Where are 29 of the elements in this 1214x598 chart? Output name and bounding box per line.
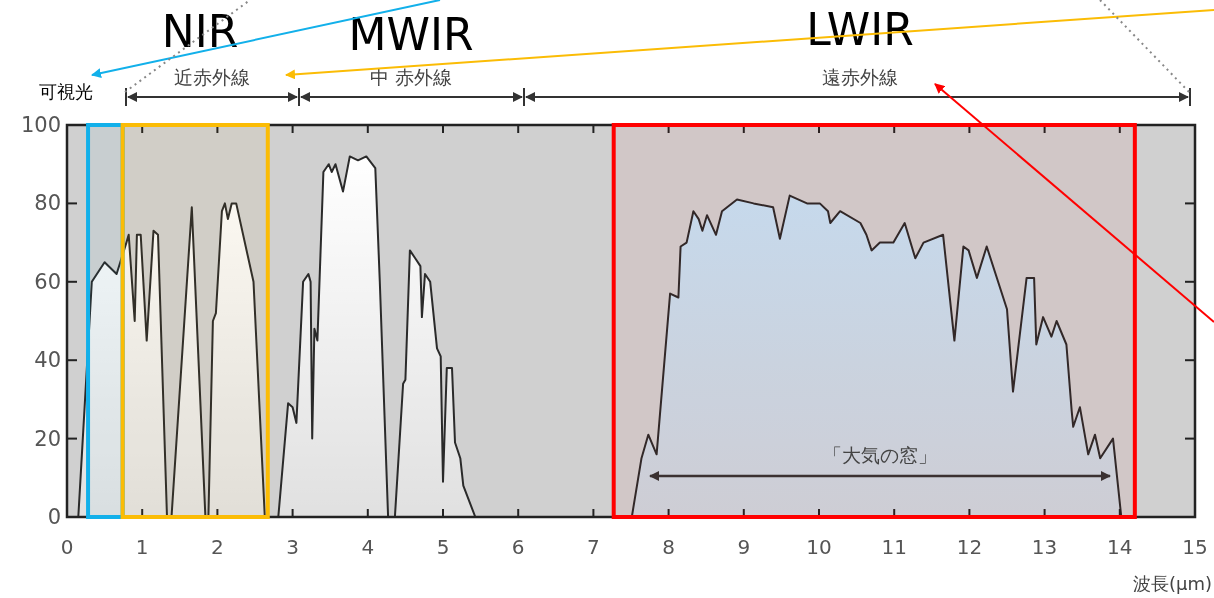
text: NIR — [161, 6, 239, 57]
x-tick-label: 1 — [135, 535, 149, 559]
annotation: 「大気の窓」 — [823, 444, 937, 466]
x-tick-label: 11 — [881, 535, 907, 559]
text: 中 赤外線 — [369, 66, 453, 88]
x-tick-label: 4 — [361, 535, 375, 559]
x-tick-label: 8 — [662, 535, 675, 559]
x-tick-label: 9 — [737, 535, 751, 559]
x-tick-label: 14 — [1107, 535, 1133, 559]
x-tick-label: 12 — [956, 535, 983, 559]
text: 遠赤外線 — [822, 66, 898, 88]
x-tick-label: 6 — [511, 535, 525, 559]
y-tick-label: 60 — [34, 269, 61, 294]
text: MWIR — [348, 9, 474, 60]
x-tick-label: 13 — [1031, 535, 1058, 559]
y-tick-label: 20 — [34, 426, 61, 451]
text: 可視光 — [39, 81, 93, 102]
x-axis-title: 波長(μm) — [1132, 573, 1212, 594]
x-tick-label: 2 — [211, 535, 224, 559]
y-tick-label: 100 — [20, 113, 61, 137]
y-tick-label: 80 — [34, 191, 61, 216]
x-tick-label: 10 — [806, 535, 832, 559]
x-tick-label: 7 — [587, 535, 600, 559]
text: 近赤外線 — [174, 66, 250, 88]
x-tick-label: 15 — [1182, 535, 1208, 559]
y-tick-label: 0 — [47, 505, 61, 529]
x-tick-label: 3 — [286, 535, 299, 559]
x-tick-label: 5 — [436, 535, 450, 559]
y-tick-label: 40 — [34, 348, 61, 373]
